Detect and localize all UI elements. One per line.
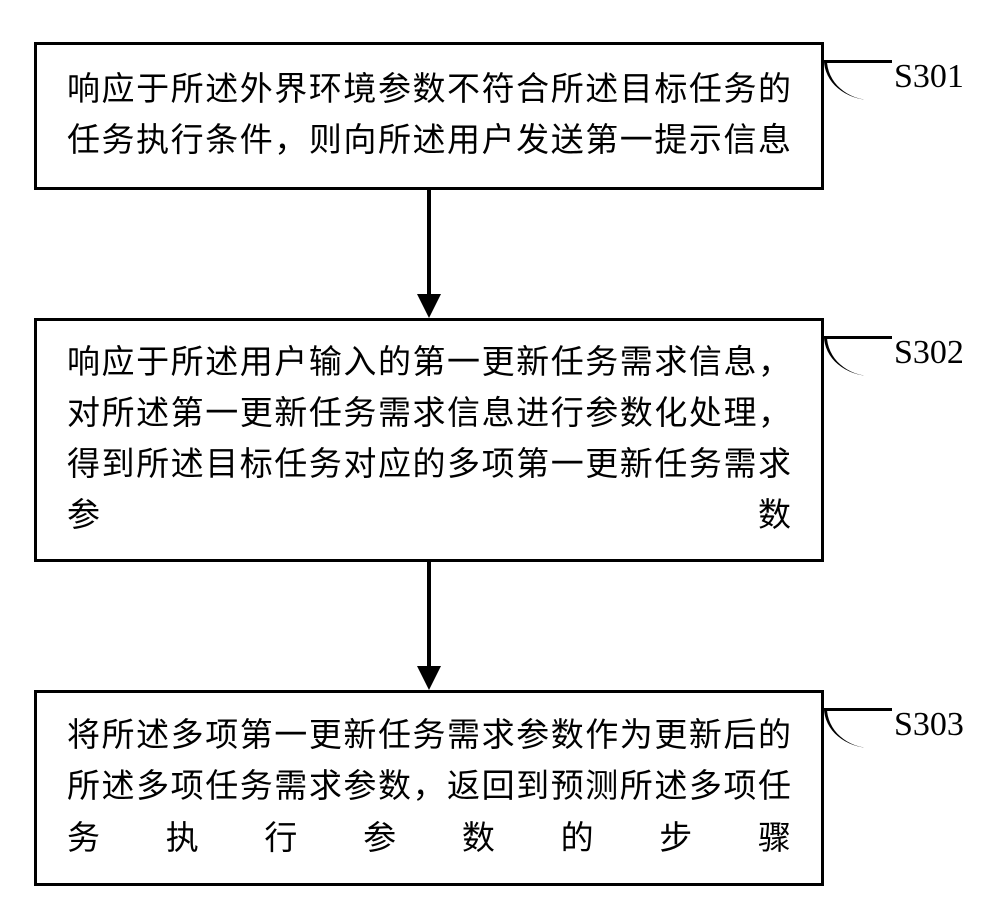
step-label-s302: S302 [894, 334, 964, 372]
step-box-s301: 响应于所述外界环境参数不符合所述目标任务的任务执行条件，则向所述用户发送第一提示… [34, 42, 824, 190]
arrow-line-2 [427, 562, 431, 668]
callout-s303 [824, 708, 892, 748]
step-text-s303: 将所述多项第一更新任务需求参数作为更新后的所述多项任务需求参数，返回到预测所述多… [37, 701, 821, 874]
step-box-s302: 响应于所述用户输入的第一更新任务需求信息，对所述第一更新任务需求信息进行参数化处… [34, 318, 824, 562]
step-label-s301: S301 [894, 58, 964, 96]
callout-s301 [824, 60, 892, 100]
step-box-s303: 将所述多项第一更新任务需求参数作为更新后的所述多项任务需求参数，返回到预测所述多… [34, 690, 824, 886]
step-text-s302: 响应于所述用户输入的第一更新任务需求信息，对所述第一更新任务需求信息进行参数化处… [37, 328, 821, 553]
callout-s302 [824, 336, 892, 376]
arrow-head-1 [417, 294, 441, 318]
step-text-s301: 响应于所述外界环境参数不符合所述目标任务的任务执行条件，则向所述用户发送第一提示… [37, 55, 821, 177]
step-label-s303: S303 [894, 706, 964, 744]
flowchart-canvas: 响应于所述外界环境参数不符合所述目标任务的任务执行条件，则向所述用户发送第一提示… [0, 0, 1000, 922]
arrow-line-1 [427, 190, 431, 296]
arrow-head-2 [417, 666, 441, 690]
